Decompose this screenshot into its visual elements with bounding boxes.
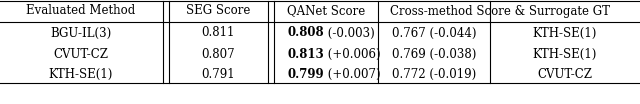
Text: KTH-SE(1): KTH-SE(1)	[49, 67, 113, 80]
Text: CVUT-CZ: CVUT-CZ	[54, 48, 109, 61]
Text: (+0.006): (+0.006)	[324, 48, 381, 61]
Text: QANet Score: QANet Score	[287, 4, 365, 17]
Text: 0.813: 0.813	[287, 48, 324, 61]
Text: 0.769 (-0.038): 0.769 (-0.038)	[392, 48, 476, 61]
Text: 0.791: 0.791	[201, 67, 235, 80]
Text: 0.799: 0.799	[287, 67, 324, 80]
Text: SEG Score: SEG Score	[186, 4, 250, 17]
Text: Cross-method Score & Surrogate GT: Cross-method Score & Surrogate GT	[390, 4, 609, 17]
Text: (+0.007): (+0.007)	[324, 67, 381, 80]
Text: (-0.003): (-0.003)	[324, 27, 375, 40]
Text: KTH-SE(1): KTH-SE(1)	[533, 27, 597, 40]
Text: 0.808: 0.808	[287, 27, 324, 40]
Text: 0.811: 0.811	[202, 27, 235, 40]
Text: 0.807: 0.807	[201, 48, 235, 61]
Text: 0.772 (-0.019): 0.772 (-0.019)	[392, 67, 476, 80]
Text: Evaluated Method: Evaluated Method	[26, 4, 136, 17]
Text: 0.767 (-0.044): 0.767 (-0.044)	[392, 27, 476, 40]
Text: BGU-IL(3): BGU-IL(3)	[51, 27, 111, 40]
Text: CVUT-CZ: CVUT-CZ	[538, 67, 593, 80]
Text: KTH-SE(1): KTH-SE(1)	[533, 48, 597, 61]
